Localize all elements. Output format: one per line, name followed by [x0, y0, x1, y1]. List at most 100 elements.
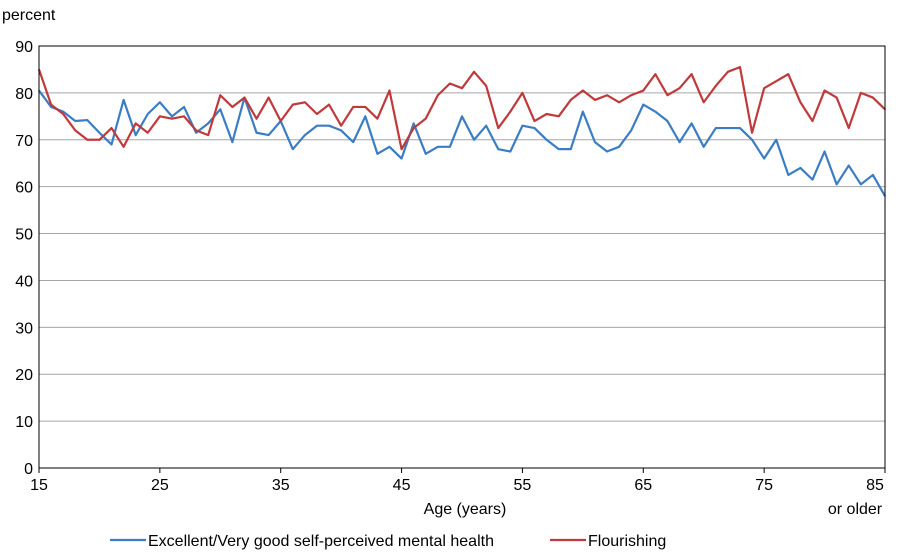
data-point [400, 157, 403, 160]
x-tick-label: 55 [514, 477, 532, 494]
data-point [171, 117, 173, 120]
data-point [533, 120, 536, 122]
data-point [400, 148, 403, 150]
data-point [231, 141, 234, 143]
data-point [267, 134, 270, 136]
data-point [678, 141, 681, 143]
data-point [582, 110, 584, 113]
data-point [98, 138, 101, 141]
data-point [364, 115, 367, 118]
data-point [872, 174, 874, 176]
y-tick-label: 30 [15, 320, 33, 337]
data-point [739, 127, 741, 129]
x-tick-label-suffix: or older [828, 501, 883, 518]
data-point [412, 122, 415, 125]
y-tick-label: 90 [15, 39, 33, 56]
data-point [388, 89, 391, 92]
data-point [352, 141, 355, 143]
x-tick-label: 75 [755, 477, 773, 494]
data-point [50, 103, 52, 106]
series-2 [37, 65, 886, 151]
data-point [823, 89, 826, 92]
data-point [557, 148, 560, 150]
data-point [461, 87, 463, 89]
data-point [497, 127, 500, 129]
data-point [509, 110, 512, 113]
data-point [521, 92, 524, 94]
data-point [328, 103, 330, 106]
data-point [715, 127, 717, 129]
y-tick-label: 10 [15, 414, 33, 431]
data-point [110, 127, 113, 129]
x-axis-label: Age (years) [424, 501, 507, 518]
data-point [62, 113, 64, 115]
data-point [195, 131, 197, 134]
data-point [183, 115, 185, 118]
data-point [134, 122, 137, 125]
data-point [666, 94, 669, 97]
data-point [146, 113, 149, 115]
data-point [304, 134, 306, 136]
data-point [594, 141, 596, 143]
data-point [352, 106, 355, 108]
data-point [485, 85, 487, 87]
x-tick-label: 25 [151, 477, 169, 494]
data-point [497, 148, 500, 150]
data-point [787, 73, 790, 75]
data-point [376, 153, 379, 155]
y-tick-label: 0 [24, 461, 33, 478]
data-point [751, 138, 753, 141]
data-point [847, 127, 850, 129]
data-point [74, 129, 77, 132]
data-point [630, 129, 632, 132]
data-point [521, 124, 524, 127]
y-axis-label: percent [2, 7, 56, 24]
y-axis-ticks: 0 10 20 30 40 50 60 70 80 90 [15, 39, 33, 478]
data-point [316, 113, 318, 115]
data-point [388, 146, 391, 148]
data-point [751, 131, 753, 134]
data-point [727, 70, 729, 73]
data-point [449, 82, 451, 85]
data-point [860, 92, 862, 94]
data-point [533, 127, 536, 129]
x-tick-label: 85 [866, 477, 884, 494]
data-point [485, 124, 487, 127]
data-point [328, 124, 330, 127]
data-point [110, 143, 113, 146]
x-tick-label: 15 [30, 477, 48, 494]
data-point [654, 110, 657, 113]
data-point [86, 119, 89, 121]
data-point [461, 115, 463, 118]
y-tick-label: 20 [15, 367, 33, 384]
legend: Excellent/Very good self-perceived menta… [110, 533, 666, 550]
data-point [292, 148, 294, 150]
data-point [811, 120, 814, 122]
data-point [727, 127, 729, 129]
plot-frame [38, 45, 886, 469]
data-point [412, 127, 415, 129]
data-point [666, 120, 669, 122]
data-point [594, 99, 596, 101]
series-1 [38, 89, 886, 197]
data-point [219, 94, 222, 97]
y-tick-label: 80 [15, 86, 33, 103]
data-point [630, 94, 632, 97]
data-point [316, 124, 318, 127]
y-tick-label: 50 [15, 227, 33, 244]
data-point [473, 138, 475, 141]
data-point [424, 153, 427, 155]
data-point [799, 167, 802, 169]
data-point [159, 115, 161, 118]
data-point [557, 115, 560, 118]
x-tick-label: 35 [272, 477, 290, 494]
data-point [763, 87, 765, 89]
data-point [654, 73, 657, 75]
data-point [618, 146, 620, 148]
legend-label: Flourishing [588, 533, 666, 550]
data-point [304, 101, 306, 104]
data-point [50, 106, 52, 108]
data-point [787, 174, 790, 176]
data-point [835, 183, 838, 186]
data-point [690, 122, 693, 125]
